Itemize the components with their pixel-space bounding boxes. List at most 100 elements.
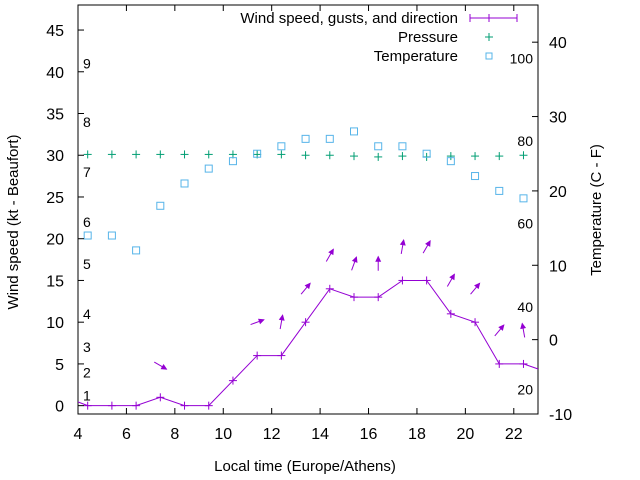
pressure-point-5 [204,150,213,159]
wind-series [78,276,552,410]
temperature-point-7 [253,149,262,158]
legend-marker-pressure [485,33,493,41]
pressure-point-1 [107,150,116,159]
wind-point-6 [204,401,213,410]
wind-point-7 [228,376,237,385]
direction-arrow-0 [154,361,168,370]
wind-point-8 [253,351,262,360]
pressure-point-10 [325,151,334,160]
wind-point-16 [446,309,455,318]
direction-arrow-7 [399,239,406,255]
pressure-point-13 [398,152,407,161]
fahrenheit-label-1: 40 [517,299,533,315]
direction-arrow-head-10 [474,282,481,290]
wind-point-14 [398,276,407,285]
y-axis-label: Wind speed (kt - Beaufort) [5,134,22,309]
direction-arrow-head-6 [375,255,382,262]
temperature-point-5 [204,164,213,173]
extra-labels: 1 2 3 4 5 6 7 8 9 20 40 60 80 100 [83,51,533,404]
wind-point-5 [180,401,189,410]
temperature-point-11 [350,127,358,136]
wind-point-4 [156,393,165,402]
direction-arrow-3 [300,282,311,295]
y-tick-label-9: 45 [46,23,64,40]
direction-arrow-head-5 [351,256,358,263]
direction-arrow-head-7 [399,239,406,246]
direction-arrow-head-12 [520,322,527,330]
x-tick-label-7: 18 [408,426,426,443]
direction-arrow-8 [422,240,431,254]
direction-arrow-head-0 [160,364,168,370]
legend-marker-temperature [485,52,493,60]
wind-point-12 [350,293,358,302]
direction-arrow-4 [325,248,334,262]
wind-point-19 [519,359,528,368]
temperature-point-16 [471,172,480,181]
temperature-point-2 [132,246,141,255]
ticks-layer: 4 6 8 10 12 14 16 18 20 22051015202530354045-1001… [46,5,572,443]
temperature-point-14 [422,149,431,158]
x-tick-label-1: 6 [122,426,131,443]
temperature-point-17 [495,186,504,195]
y2-tick-label-5: 40 [549,35,567,52]
pressure-point-3 [156,150,165,159]
pressure-point-15 [446,152,455,161]
y-tick-label-2: 10 [46,315,64,332]
direction-arrow-head-3 [304,282,311,290]
wind-point-17 [471,318,480,327]
temperature-point-12 [374,142,383,151]
direction-arrow-1 [250,318,265,326]
temperature-point-10 [325,134,334,143]
direction-arrow-10 [470,282,481,295]
direction-arrow-head-8 [425,240,431,247]
direction-arrow-head-9 [449,273,455,281]
x-tick-label-9: 22 [505,426,523,443]
beaufort-label-8: 9 [83,55,91,71]
series-layer [78,127,552,410]
wind-point-2 [107,401,116,410]
temperature-point-4 [180,179,189,188]
temperature-point-18 [519,194,528,203]
direction-arrow-12 [520,322,527,338]
direction-arrow-2 [278,314,285,330]
direction-arrow-6 [375,255,382,271]
pressure-point-12 [374,152,383,161]
x-tick-label-5: 14 [311,426,329,443]
fahrenheit-label-2: 60 [517,216,533,232]
beaufort-label-2: 3 [83,339,91,355]
wind-line [78,279,538,407]
y-tick-label-7: 35 [46,107,64,124]
legend-label-wind: Wind speed, gusts, and direction [240,10,458,27]
temperature-point-13 [398,142,407,151]
x-tick-label-4: 12 [263,426,281,443]
pressure-point-18 [519,151,528,160]
wind-point-1 [83,401,92,410]
y-tick-label-3: 15 [46,273,64,290]
legend-label-pressure: Pressure [398,29,458,46]
wind-point-3 [132,401,141,410]
y-tick-label-4: 20 [46,232,64,249]
wind-point-20 [544,368,552,376]
x-tick-label-8: 20 [456,426,474,443]
y-tick-label-5: 25 [46,190,64,207]
temperature-point-1 [107,231,116,240]
pressure-point-16 [471,152,480,161]
beaufort-label-7: 8 [83,114,91,130]
y2-tick-label-4: 30 [549,110,567,127]
pressure-point-8 [277,150,286,159]
y-tick-label-0: 0 [55,399,64,416]
y-tick-label-8: 40 [46,65,64,82]
x-tick-label-2: 8 [170,426,179,443]
pressure-point-0 [83,150,92,159]
fahrenheit-label-0: 20 [517,381,533,397]
beaufort-label-3: 4 [83,306,91,322]
legend: Wind speed, gusts, and direction Pressur… [240,10,518,65]
y-tick-label-6: 30 [46,148,64,165]
y2-axis-label: Temperature (C - F) [588,144,605,276]
legend-marker-wind [469,14,518,22]
legend-label-temperature: Temperature [374,48,458,65]
beaufort-label-4: 5 [83,256,91,272]
fahrenheit-label-3: 80 [517,133,533,149]
direction-arrow-head-2 [278,314,285,321]
